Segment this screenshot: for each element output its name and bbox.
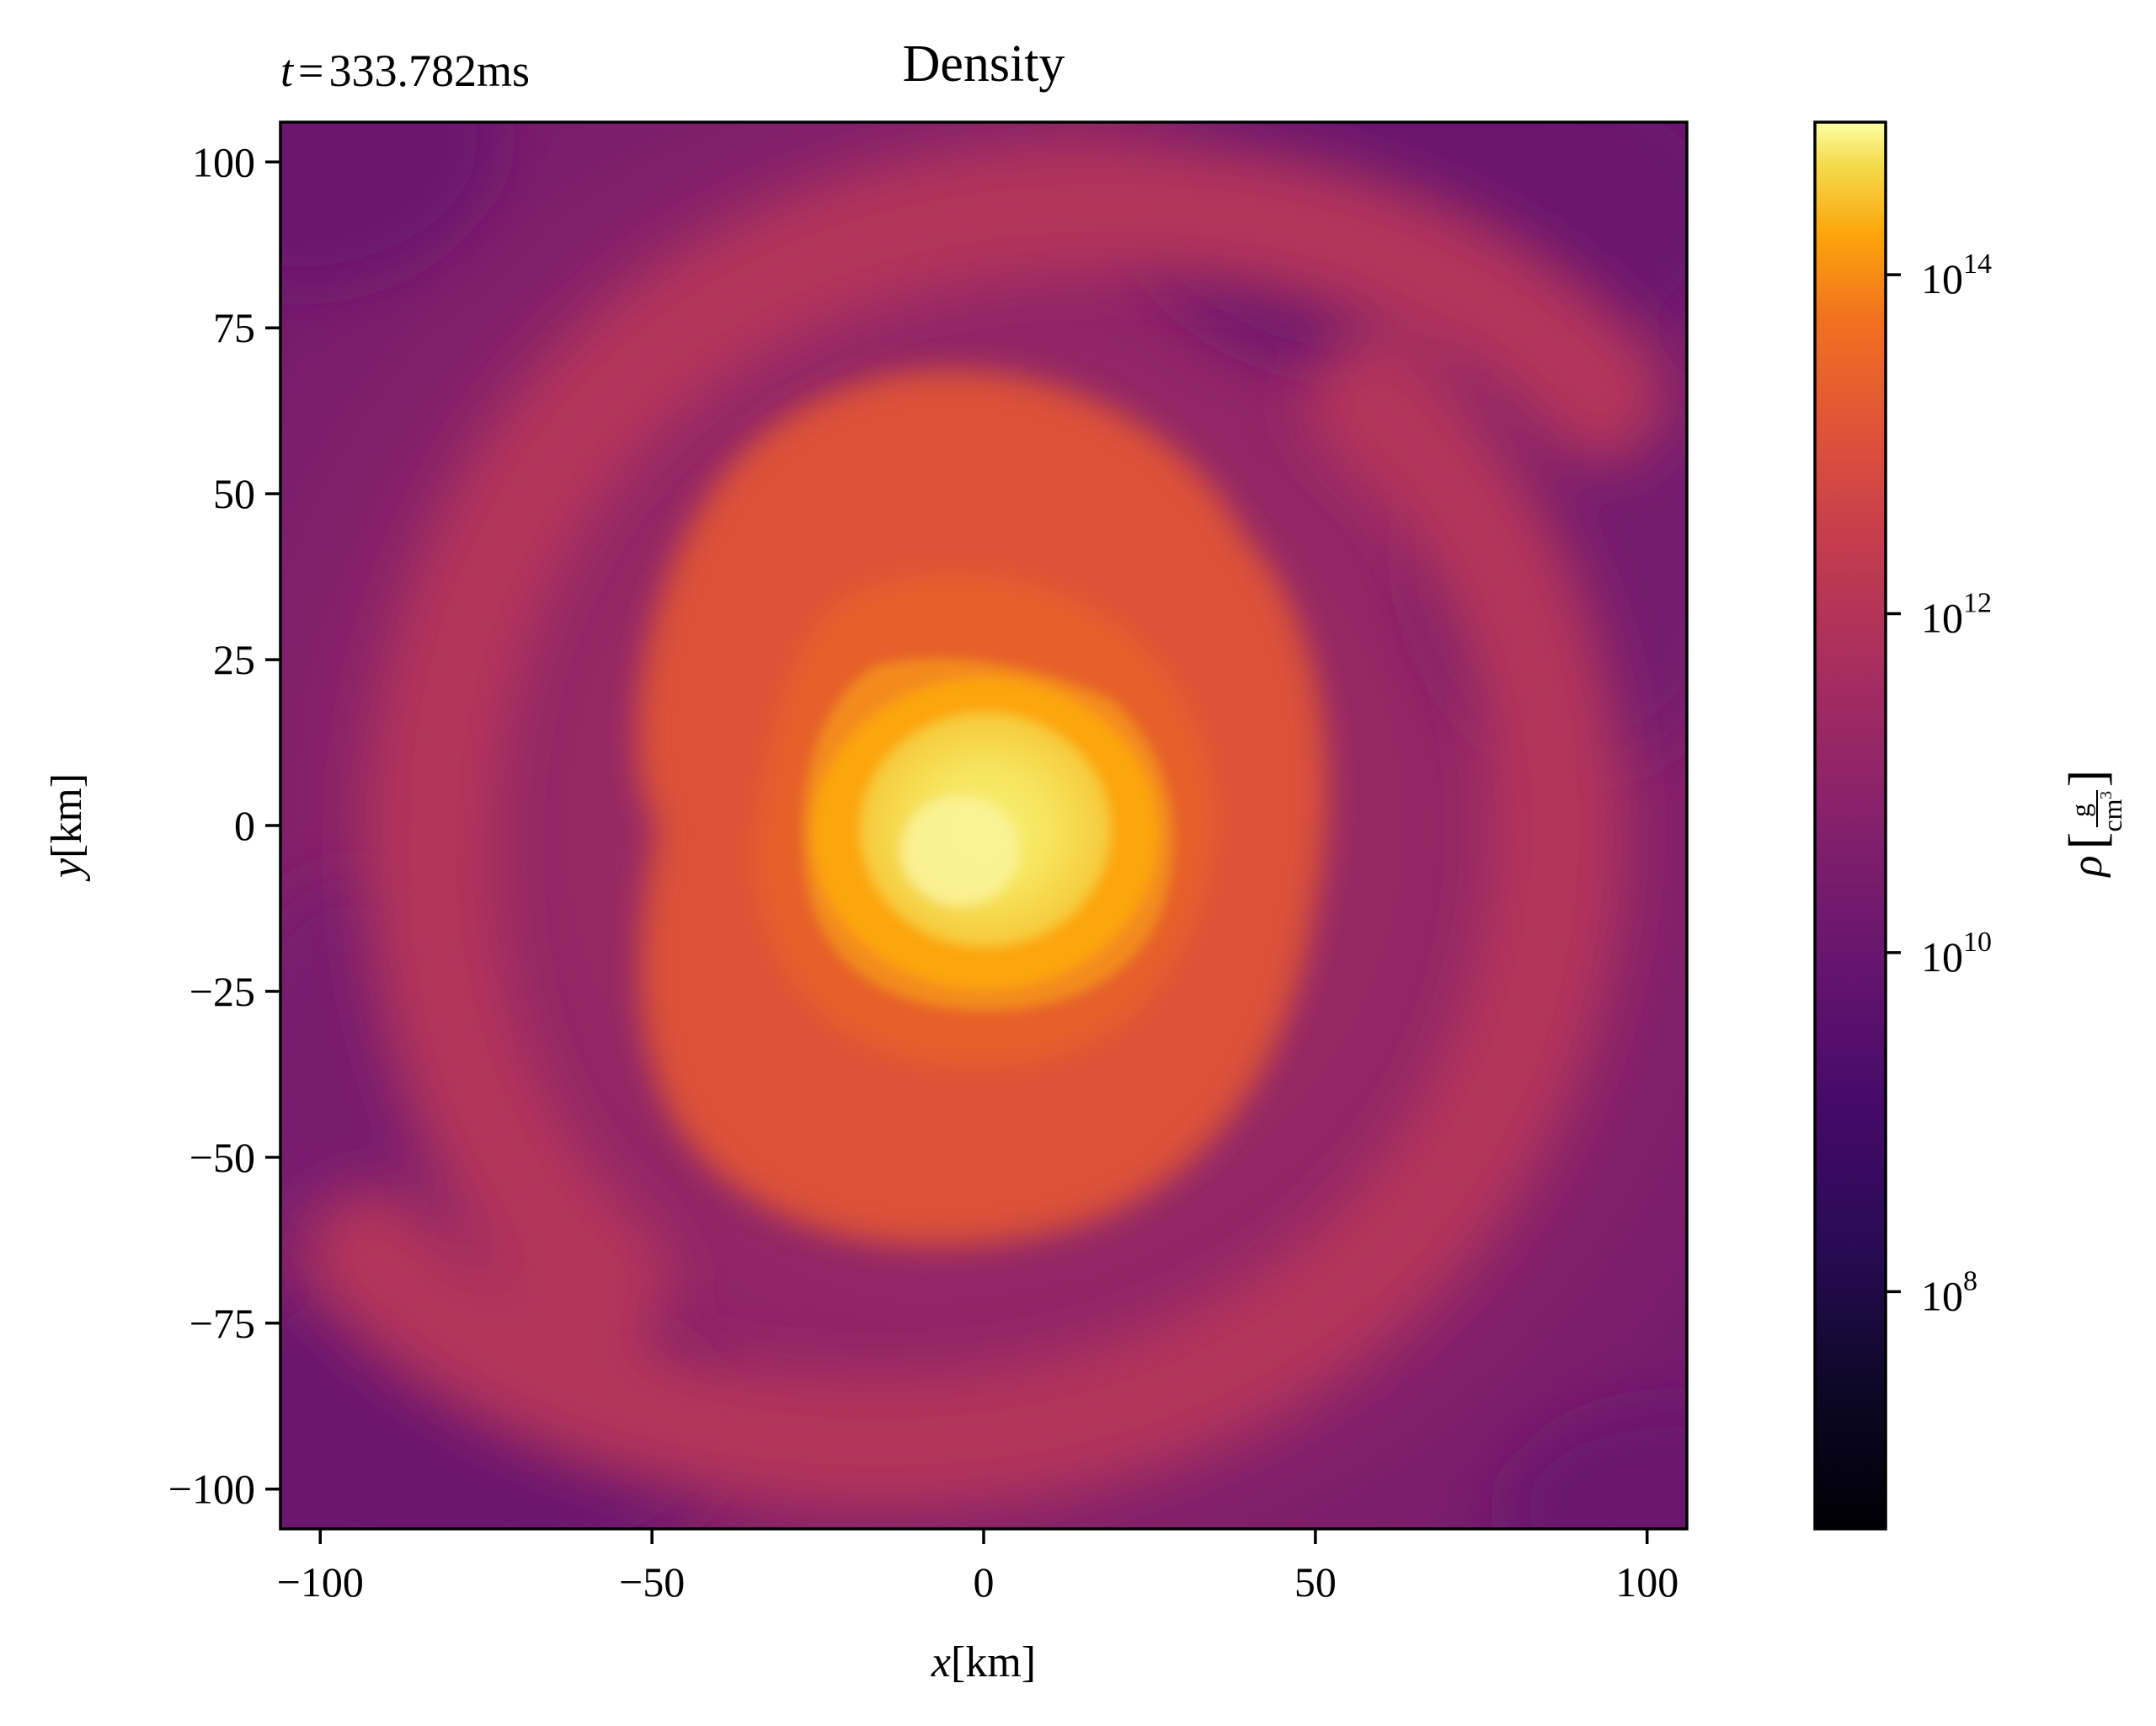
y-tick-label: 75 (213, 304, 255, 351)
x-axis-label: x[km] (931, 1638, 1036, 1686)
y-tick-label: 0 (234, 802, 255, 849)
x-tick-label: −100 (277, 1558, 364, 1606)
colorbar-tick-label: 108 (1921, 1265, 1977, 1319)
y-tick-label: −50 (189, 1134, 255, 1181)
colorbar-tick-base: 10 (1921, 933, 1963, 981)
colorbar-tick-base: 10 (1921, 594, 1963, 641)
low-density-bottom-right (1508, 1407, 1687, 1529)
y-tick-label: −100 (168, 1466, 255, 1513)
colorbar-label-numerator: g (2065, 804, 2095, 817)
y-axis-label-unit: [km] (43, 773, 91, 858)
time-value: 333.782ms (328, 45, 530, 96)
colorbar-tick-label: 1010 (1921, 927, 1992, 981)
core (859, 712, 1112, 948)
y-tick-label: 25 (213, 636, 255, 683)
y-tick-label: 50 (213, 470, 255, 517)
time-variable: t (280, 45, 295, 96)
y-tick-label: 100 (192, 138, 255, 185)
colorbar-tick-base: 10 (1921, 1272, 1963, 1319)
spiral-arm-lower (303, 337, 1623, 1510)
x-axis-label-unit: [km] (951, 1638, 1036, 1686)
y-axis: 100 75 50 25 0 −25 −50 −75 −100 (168, 138, 280, 1513)
colorbar-tick-label: 1012 (1921, 587, 1992, 641)
spiral-arm-upper (365, 139, 1668, 1348)
y-tick-label: −75 (189, 1300, 255, 1347)
colorbar-tick-label: 1014 (1921, 248, 1992, 302)
x-axis: −100 −50 0 50 100 (277, 1529, 1678, 1606)
colorbar-frame (1813, 120, 1887, 1531)
colorbar-tick-exponent: 12 (1963, 587, 1992, 618)
y-axis-label: y[km] (43, 773, 91, 882)
density-field (280, 122, 1687, 1529)
x-axis-label-var: x (931, 1638, 951, 1686)
colorbar-tick-exponent: 8 (1963, 1265, 1977, 1296)
colorbar-gradient (1815, 122, 1886, 1529)
spiral-arms (303, 139, 1668, 1510)
x-tick-label: 0 (974, 1558, 995, 1606)
core-hotspot (901, 796, 1019, 906)
colorbar-label-denominator-exp: 3 (2097, 791, 2116, 799)
x-tick-label: 100 (1615, 1558, 1678, 1606)
x-tick-label: 50 (1294, 1558, 1337, 1606)
colorbar-tick-exponent: 10 (1963, 927, 1992, 958)
low-density-top-left (280, 122, 497, 286)
colorbar-label-symbol: ρ (2063, 856, 2111, 879)
chart-title: Density (903, 35, 1065, 93)
y-tick-label: −25 (189, 968, 255, 1015)
colorbar-label-bracket-left: [ (2059, 832, 2116, 850)
x-tick-label: −50 (619, 1558, 685, 1606)
time-equals: = (298, 45, 323, 96)
time-label: t = 333.782ms (280, 45, 530, 96)
colorbar-label-bracket-right: ] (2059, 770, 2116, 788)
colorbar-tick-exponent: 14 (1963, 248, 1992, 280)
colorbar-tick-base: 10 (1921, 255, 1963, 302)
y-axis-label-var: y (43, 858, 91, 882)
colorbar-label: ρ [ g cm 3 ] (2059, 770, 2127, 879)
colorbar-label-denominator: cm (2097, 799, 2127, 831)
